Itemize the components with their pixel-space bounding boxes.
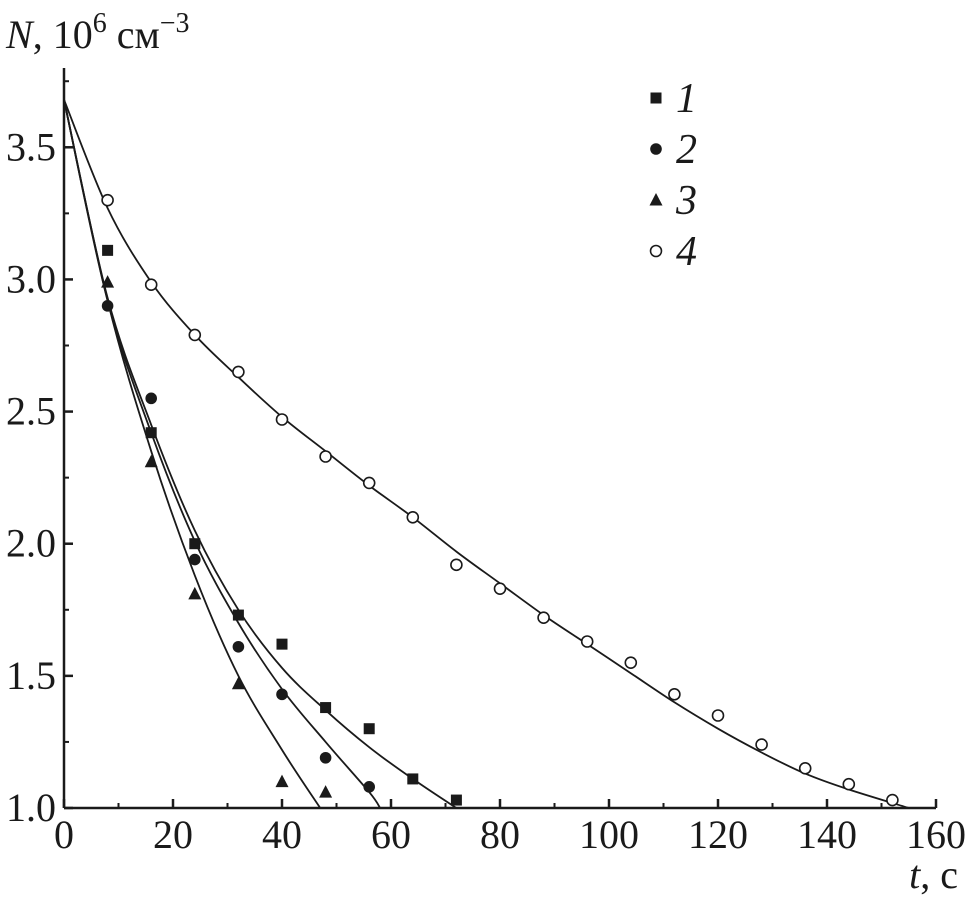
data-point-series-1	[363, 723, 375, 735]
data-point-series-3	[319, 785, 333, 798]
legend-marker-1	[650, 92, 662, 104]
fit-curve-series-2	[63, 99, 381, 809]
x-tick-label: 160	[906, 812, 965, 857]
legend-marker-2	[650, 143, 662, 155]
data-point-series-3	[101, 275, 115, 288]
x-axis-title: t, с	[909, 852, 958, 897]
data-point-series-4	[362, 476, 376, 490]
data-point-series-4	[275, 413, 289, 426]
x-tick-label: 20	[153, 812, 193, 857]
data-point-series-4	[101, 193, 114, 207]
data-point-series-1	[320, 702, 332, 714]
x-tick-label: 60	[371, 812, 411, 857]
data-point-series-3	[231, 676, 245, 690]
data-point-series-2	[101, 300, 114, 312]
data-point-series-4	[319, 450, 332, 463]
data-point-series-1	[102, 244, 114, 256]
y-axis-title: N, 106 см−3	[5, 8, 190, 57]
data-point-series-4	[144, 278, 158, 292]
data-point-series-4	[493, 582, 507, 595]
data-point-series-4	[450, 558, 463, 572]
y-axis-separator: ,	[33, 12, 53, 57]
data-point-series-2	[319, 751, 332, 764]
y-axis-symbol: N	[5, 12, 35, 57]
data-point-series-4	[188, 328, 202, 342]
data-point-series-4	[755, 738, 768, 751]
fit-curves	[63, 99, 910, 809]
data-point-series-2	[232, 640, 245, 653]
x-axis-unit: с	[940, 852, 958, 897]
axes: 0 20 40 60 80 100 120 140 160 1.0 1.5 2.0 2.5 3.0 3.5	[6, 68, 965, 857]
y-axis-exponent: 6	[93, 8, 107, 39]
legend-marker-4	[649, 244, 663, 258]
x-tick-label: 140	[797, 812, 857, 857]
x-axis-separator: ,	[920, 852, 940, 897]
data-point-series-4	[842, 777, 856, 791]
data-point-series-4	[232, 365, 245, 379]
y-tick-label: 3.0	[6, 256, 56, 301]
data-point-series-4	[580, 635, 594, 648]
y-tick-label: 2.5	[6, 389, 56, 434]
data-point-series-2	[276, 688, 288, 701]
data-point-series-4	[406, 510, 420, 524]
legend-label-1: 1	[676, 76, 697, 122]
legend-marker-3	[649, 193, 663, 206]
data-point-series-1	[232, 609, 244, 621]
data-point-series-4	[711, 709, 725, 722]
fit-curve-series-4	[63, 99, 910, 809]
x-tick-label: 100	[579, 812, 639, 857]
legend-label-3: 3	[675, 178, 697, 224]
legend-label-2: 2	[676, 127, 697, 173]
fit-curve-series-1	[63, 99, 457, 809]
data-point-series-1	[407, 773, 419, 785]
data-point-series-3	[188, 586, 202, 600]
data-point-series-4	[624, 656, 638, 669]
data-point-series-1	[145, 427, 157, 439]
svg-text:t, с: t, с	[909, 852, 958, 897]
y-tick-label: 1.5	[6, 653, 56, 698]
data-point-series-1	[276, 638, 288, 650]
data-point-series-4	[668, 688, 681, 701]
data-point-series-3	[275, 774, 289, 788]
data-point-series-1	[189, 538, 201, 550]
data-point-series-4	[537, 611, 550, 625]
data-point-series-2	[189, 553, 201, 566]
fit-curve-series-3	[63, 99, 321, 809]
y-axis-unit-exponent: −3	[160, 8, 190, 39]
data-point-series-3	[144, 454, 158, 468]
y-tick-label: 3.5	[6, 124, 56, 169]
x-tick-label: 80	[480, 812, 520, 857]
y-tick-label: 2.0	[6, 521, 56, 566]
data-point-series-2	[363, 781, 376, 793]
y-axis-base: 10	[53, 12, 93, 57]
data-markers	[101, 193, 899, 807]
legend: 1 2 3 4	[649, 76, 697, 275]
x-tick-label: 40	[262, 812, 302, 857]
legend-label-4: 4	[676, 229, 697, 275]
y-axis-unit: см	[117, 12, 160, 57]
x-axis-symbol: t	[909, 852, 921, 897]
data-point-series-1	[450, 794, 462, 806]
x-tick-label: 0	[54, 812, 74, 857]
y-tick-label: 1.0	[6, 785, 56, 830]
data-point-series-4	[886, 793, 899, 807]
data-point-series-2	[145, 392, 157, 405]
data-point-series-4	[798, 762, 812, 775]
x-tick-label: 120	[688, 812, 748, 857]
